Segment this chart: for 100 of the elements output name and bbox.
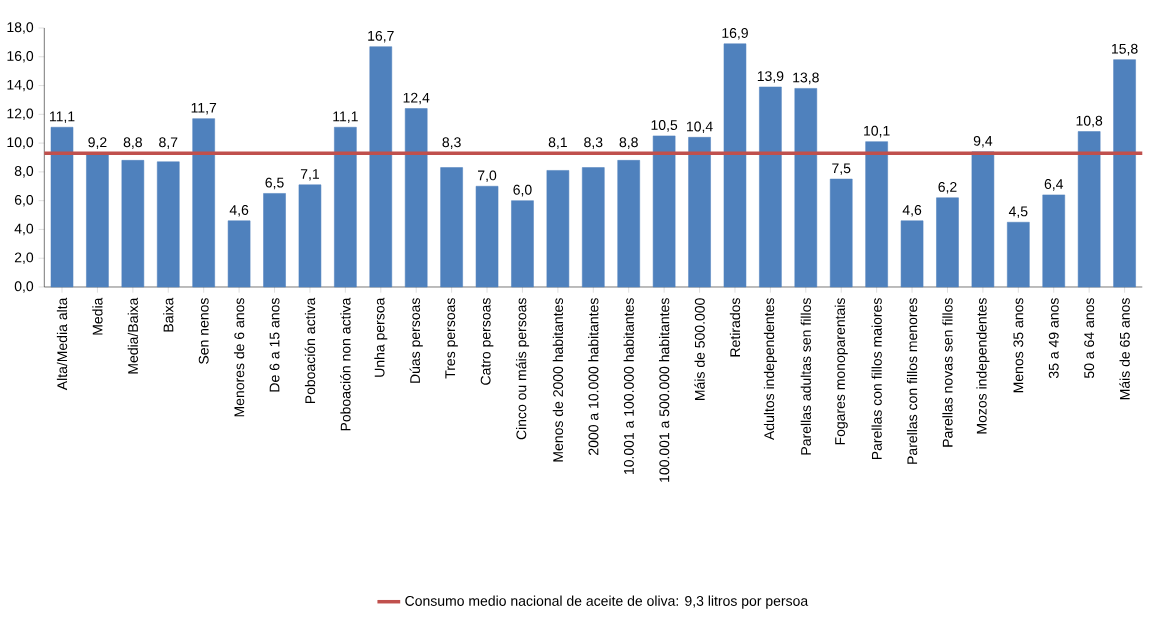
data-label: 4,5: [1008, 206, 1028, 218]
y-tick-label: 6,0: [14, 194, 34, 207]
bar: [86, 154, 109, 288]
bar: [1113, 59, 1136, 288]
y-tick-label: 12,0: [7, 108, 34, 121]
data-label: 7,5: [832, 163, 851, 175]
bar: [1042, 194, 1066, 288]
x-tick-label: Adultos independentes: [763, 298, 777, 441]
y-tick-label: 16,0: [7, 51, 34, 63]
x-tick-label: Tres persoas: [445, 298, 458, 379]
data-label: 8,7: [159, 137, 178, 149]
y-tick-label: 0,0: [14, 281, 34, 293]
y-tick-label: 4,0: [14, 223, 34, 236]
x-tick-label: 50 a 64 anos: [1084, 298, 1095, 379]
x-tick-label: Máis de 500.000: [694, 298, 705, 400]
data-label: 13,8: [793, 72, 819, 85]
y-tick-label: 10,0: [7, 137, 34, 149]
x-tick-label: Poboación non activa: [340, 297, 351, 431]
x-tick-label: De 6 a 15 anos: [269, 298, 280, 392]
x-tick-label: Media/Baixa: [127, 297, 138, 374]
bar: [475, 186, 499, 288]
data-label: 8,1: [548, 137, 567, 149]
x-tick-label: Parellas novas sen fillos: [942, 298, 953, 447]
data-label: 8,8: [619, 137, 638, 149]
data-label: 15,8: [1112, 43, 1138, 56]
x-tick-label: Menores de 6 anos: [233, 298, 245, 417]
bar: [192, 118, 215, 288]
x-tick-label: Parellas adultas sen fillos: [800, 298, 811, 455]
x-tick-label: Máis de 65 anos: [1119, 298, 1130, 400]
x-tick-label: 10.001 a 100.000 habitantes: [623, 298, 634, 475]
data-label: 8,8: [123, 137, 142, 149]
data-label: 9,2: [88, 137, 107, 149]
data-label: 10,5: [651, 120, 678, 132]
x-tick-label: Baixa: [163, 297, 174, 332]
data-label: 11,1: [49, 111, 75, 124]
x-tick-label: Cinco ou máis persoas: [515, 298, 530, 440]
data-label: 8,3: [442, 137, 461, 149]
bar: [369, 46, 393, 288]
x-tick-label: Media: [92, 297, 103, 335]
x-tick-label: Poboación activa: [304, 297, 316, 404]
x-tick-label: Menos 35 anos: [1013, 298, 1024, 393]
bar: [334, 127, 357, 288]
data-label: 11,1: [333, 111, 358, 124]
bar: [582, 167, 605, 288]
data-label: 6,4: [1044, 179, 1064, 191]
legend-label: Consumo medio nacional de aceite de oliva: 9,3 litros por persoa: [405, 595, 809, 609]
bar: [723, 43, 747, 288]
x-tick-label: Parellas con fillos menores: [906, 298, 918, 464]
x-tick-label: Catro persoas: [480, 298, 494, 385]
bar: [900, 220, 924, 288]
bar: [617, 160, 640, 288]
data-label: 16,7: [368, 30, 394, 43]
bar: [263, 193, 286, 288]
x-tick-label: Alta/Media alta: [56, 297, 68, 391]
data-label: 10,1: [864, 125, 890, 138]
data-label: 11,7: [191, 102, 217, 115]
bar: [511, 200, 534, 288]
bar: [759, 86, 782, 288]
x-tick-label: Unha persoa: [374, 297, 388, 377]
bar: [688, 137, 711, 288]
data-label: 6,0: [513, 184, 532, 197]
bar: [298, 184, 322, 288]
bar: [227, 220, 251, 288]
bar: [546, 170, 570, 288]
x-tick-label: Menos de 2000 habitantes: [552, 298, 564, 462]
bar: [865, 141, 888, 288]
data-label: 8,3: [584, 137, 603, 149]
data-label: 7,0: [478, 170, 497, 183]
bar: [794, 88, 818, 288]
y-tick-label: 2,0: [14, 252, 34, 265]
data-label: 10,4: [687, 121, 713, 134]
data-label: 9,4: [973, 135, 993, 148]
bar: [1077, 131, 1101, 288]
y-tick-label: 8,0: [14, 166, 34, 178]
y-tick-label: 14,0: [7, 79, 34, 92]
bar: [440, 167, 463, 288]
data-label: 12,4: [403, 92, 430, 105]
x-tick-label: Mozos independentes: [976, 298, 990, 434]
x-tick-label: Fogares monoparentais: [834, 298, 848, 445]
data-label: 7,1: [300, 169, 319, 181]
x-tick-label: 35 a 49 anos: [1048, 298, 1059, 379]
x-tick-label: Parellas con fillos maiores: [871, 298, 882, 460]
x-tick-label: Retirados: [729, 298, 741, 357]
data-label: 13,9: [757, 71, 784, 83]
data-label: 16,9: [722, 28, 748, 40]
bar: [121, 160, 145, 288]
bar: [157, 161, 180, 288]
bar: [50, 127, 74, 288]
data-label: 10,8: [1076, 115, 1103, 128]
data-label: 6,2: [938, 181, 957, 194]
x-tick-label: 2000 a 10.000 habitantes: [588, 298, 599, 455]
bar: [404, 108, 428, 288]
bar: [652, 135, 676, 288]
bar: [1007, 221, 1030, 288]
x-tick-label: Dúas persoas: [409, 298, 423, 383]
bar: [936, 197, 959, 288]
data-label: 6,5: [265, 177, 284, 190]
x-tick-label: Sen nenos: [198, 298, 209, 364]
y-tick-label: 18,0: [7, 22, 34, 34]
bar: [829, 178, 853, 288]
